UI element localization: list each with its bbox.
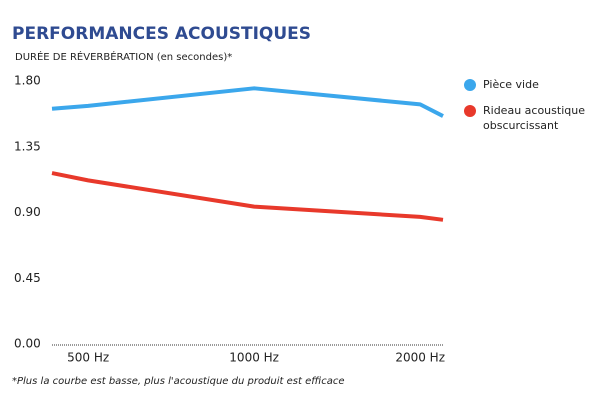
y-tick-label: 1.35 [14, 139, 41, 153]
legend-label: Rideau acoustique obscurcissant [483, 104, 585, 132]
y-tick-label: 0.90 [14, 205, 41, 219]
chart-subtitle: DURÉE DE RÉVERBÉRATION (en secondes)* [15, 50, 232, 63]
y-tick-label: 0.00 [14, 337, 41, 351]
legend-label-line: Rideau acoustique [483, 104, 585, 117]
legend-label-line: obscurcissant [483, 119, 559, 132]
x-tick-label: 500 Hz [67, 351, 109, 365]
chart-title: PERFORMANCES ACOUSTIQUES [12, 24, 311, 44]
x-tick-label: 1000 Hz [229, 351, 279, 365]
legend-marker [464, 79, 476, 91]
legend-marker [464, 105, 476, 117]
x-tick-label: 2000 Hz [395, 351, 445, 365]
y-tick-label: 0.45 [14, 271, 41, 285]
line [51, 171, 444, 222]
line [51, 86, 444, 118]
footnote: *Plus la courbe est basse, plus l'acoust… [12, 376, 345, 387]
legend-label: Pièce vide [483, 78, 539, 91]
y-tick-label: 1.80 [14, 74, 41, 88]
